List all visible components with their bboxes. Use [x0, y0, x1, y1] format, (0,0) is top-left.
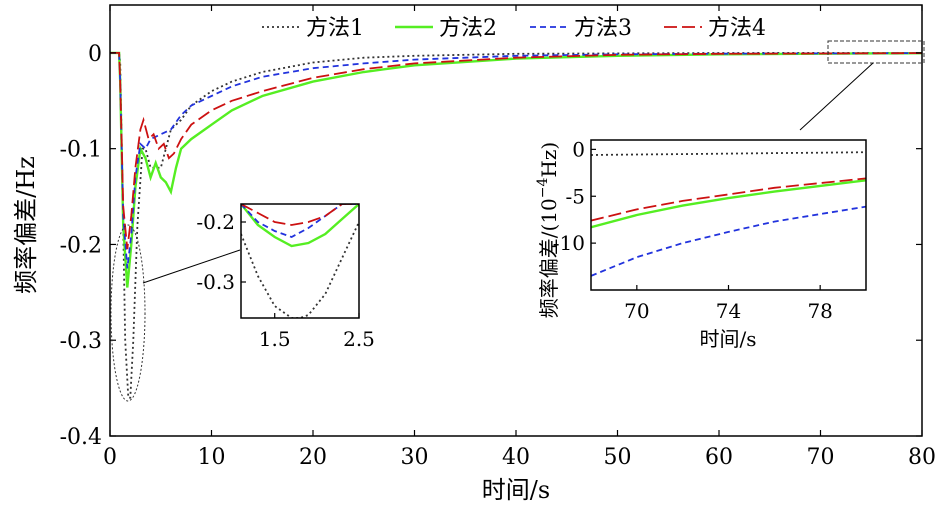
- main-line-方法3: [110, 52, 922, 269]
- x-tick-label-0: 0: [103, 445, 117, 470]
- inset-left-y-tick-label--0.2: -0.2: [196, 210, 235, 234]
- main-series-group: [110, 51, 922, 399]
- zoom-rect-right: [827, 40, 925, 64]
- inset-right-y-tick-label-0: 0: [572, 137, 585, 161]
- x-tick-label-10: 10: [198, 445, 226, 470]
- x-tick-label-60: 60: [705, 445, 733, 470]
- y-tick-label-0: 0: [88, 42, 102, 67]
- x-tick-label-50: 50: [604, 445, 632, 470]
- inset-left-y-tick-label--0.3: -0.3: [196, 270, 235, 294]
- legend: 方法1 方法2 方法3 方法4: [262, 16, 766, 41]
- x-tick-label-80: 80: [908, 445, 936, 470]
- y-tick-label--0.4: -0.4: [60, 425, 102, 450]
- main-line-方法2: [110, 51, 922, 288]
- inset-left-series-group: [241, 204, 359, 318]
- inset-left-frame: [240, 203, 360, 319]
- inset-right-x-tick-label-78: 78: [807, 299, 832, 323]
- inset-right-y-tick-label--5: -5: [566, 184, 585, 208]
- legend-label-方法3: 方法3: [574, 16, 632, 41]
- inset-right-series-group: [591, 151, 866, 277]
- x-tick-label-70: 70: [807, 445, 835, 470]
- main-line-方法1: [110, 52, 922, 399]
- inset-left-line-方法2: [241, 204, 359, 248]
- main-line-方法4: [110, 52, 922, 250]
- inset-right-line-方法2: [591, 179, 866, 229]
- inset-right-line-方法3: [591, 205, 866, 277]
- inset-right-line-方法1: [591, 151, 866, 156]
- inset-right-line-方法4: [591, 177, 866, 222]
- legend-label-方法2: 方法2: [439, 16, 497, 41]
- y-tick-label--0.3: -0.3: [60, 329, 102, 354]
- x-tick-label-20: 20: [299, 445, 327, 470]
- y-axis-title: 频率偏差/Hz: [12, 156, 40, 294]
- inset-left-line-方法3: [241, 204, 359, 238]
- x-axis-title: 时间/s: [482, 476, 550, 504]
- legend-label-方法1: 方法1: [306, 16, 364, 41]
- inset-right-x-tick-label-74: 74: [716, 299, 741, 323]
- inset-right-y-axis-title-exponent: −4: [535, 177, 551, 198]
- inset-right-y-axis-title-suffix: Hz): [537, 142, 561, 178]
- inset-right-y-axis-title-prefix: 频率偏差/(10: [537, 198, 561, 318]
- zoom-connector-left: [142, 249, 241, 284]
- zoom-ellipse-left: [110, 224, 146, 402]
- inset-left-line-方法4: [241, 204, 359, 226]
- y-tick-label--0.1: -0.1: [60, 138, 102, 163]
- inset-left-x-tick-label-1.5: 1.5: [259, 327, 291, 351]
- inset-right-x-axis-title: 时间/s: [699, 327, 756, 351]
- inset-right-y-axis-title: 频率偏差/(10−4Hz): [535, 142, 561, 318]
- inset-right-y-tick-label--10: -10: [553, 231, 585, 255]
- zoom-connector-right: [799, 62, 874, 131]
- x-tick-label-30: 30: [401, 445, 429, 470]
- x-tick-label-40: 40: [502, 445, 530, 470]
- legend-label-方法4: 方法4: [708, 16, 766, 41]
- inset-left-x-tick-label-2.5: 2.5: [343, 327, 375, 351]
- inset-left-line-方法1: [241, 221, 359, 318]
- y-tick-label--0.2: -0.2: [60, 233, 102, 258]
- inset-right-x-tick-label-70: 70: [624, 299, 649, 323]
